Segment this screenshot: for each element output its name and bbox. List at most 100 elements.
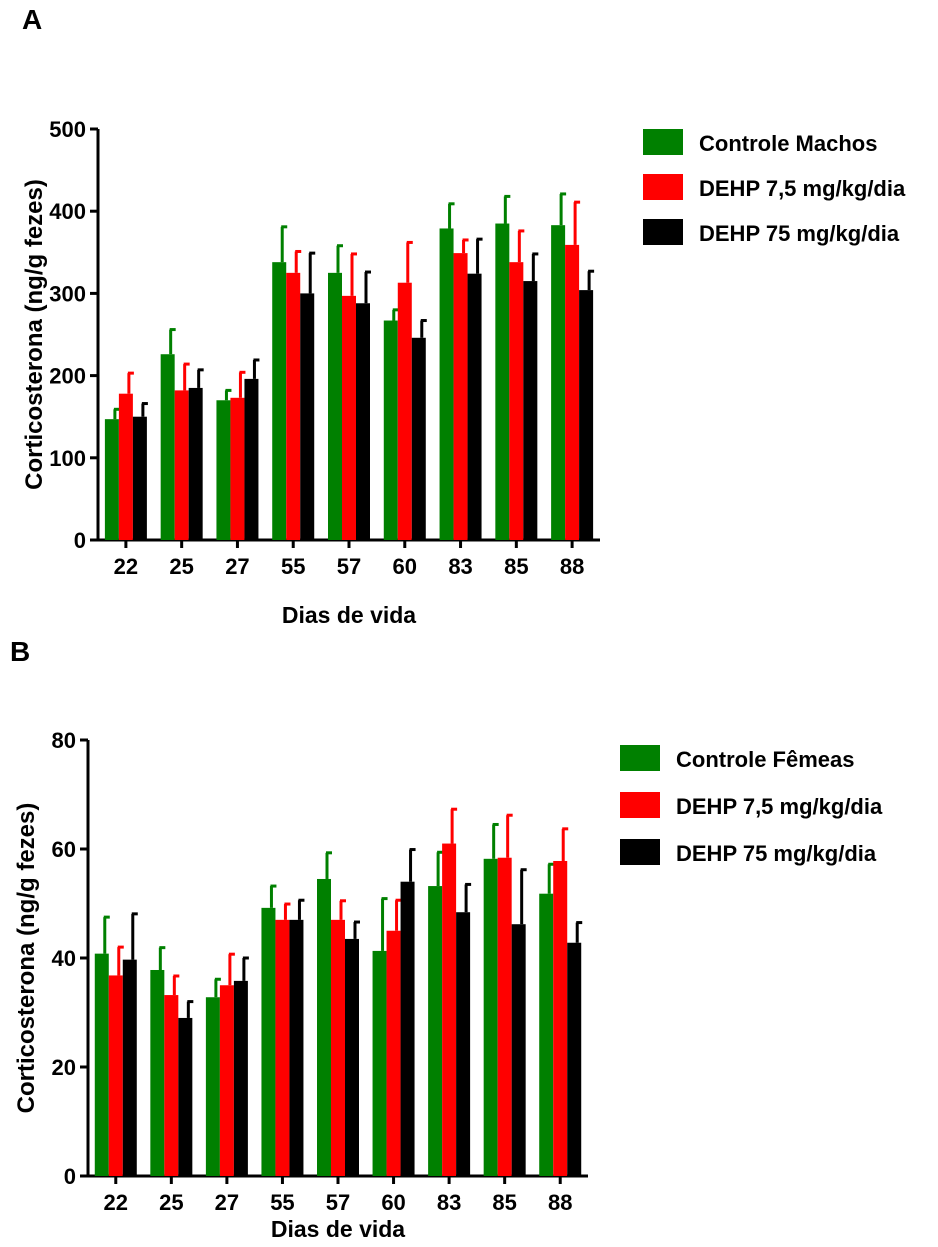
bar [553, 860, 568, 1176]
bar [230, 397, 245, 540]
bar [428, 886, 443, 1176]
x-tick-label: 55 [281, 554, 305, 579]
legend-label: DEHP 7,5 mg/kg/dia [676, 794, 883, 819]
bar [261, 907, 276, 1176]
legend-label: DEHP 7,5 mg/kg/dia [699, 176, 906, 201]
bar [467, 273, 482, 540]
bar [286, 272, 301, 540]
legend-swatch [643, 129, 683, 155]
chart-panel-a: A 0 100 200 300 400 500 22 25 27 55 57 60 83 85 88 Dias… [21, 4, 906, 628]
bar [272, 262, 287, 540]
legend-label: Controle Fêmeas [676, 747, 855, 772]
bar [219, 985, 234, 1176]
bar [567, 942, 582, 1176]
bar [94, 953, 109, 1176]
x-tick-label: 25 [159, 1190, 183, 1215]
bar [383, 320, 398, 540]
legend-label: Controle Machos [699, 131, 877, 156]
y-tick-label: 60 [52, 837, 76, 862]
y-axis-title: Corticosterona (ng/g fezes) [21, 179, 48, 490]
bar [178, 1017, 193, 1176]
y-tick-label: 500 [49, 117, 86, 142]
bar [497, 857, 512, 1176]
bar [509, 262, 524, 540]
bar [342, 295, 356, 540]
bar [551, 225, 566, 540]
bar [386, 930, 401, 1176]
legend-label: DEHP 75 mg/kg/dia [699, 221, 900, 246]
x-tick-label: 55 [270, 1190, 294, 1215]
bar [205, 997, 220, 1176]
panel-label: B [10, 636, 31, 667]
bar [397, 282, 412, 540]
bar-chart-a: 0 100 200 300 400 500 22 25 27 55 57 60 83 85 88 Dias d… [21, 117, 906, 628]
legend-swatch [643, 174, 683, 200]
y-tick-label: 0 [64, 1164, 76, 1189]
bar [439, 228, 454, 540]
bar [108, 975, 123, 1176]
bar [453, 253, 468, 540]
chart-panel-b: B 0 20 40 60 80 22 25 27 55 57 60 83 85 88 Dias de vid… [0, 630, 938, 1247]
bar [244, 378, 259, 540]
bar [345, 938, 359, 1176]
x-tick-label: 83 [448, 554, 472, 579]
bar [539, 893, 554, 1176]
bar [356, 303, 370, 540]
legend-swatch [620, 839, 660, 865]
x-tick-label: 22 [104, 1190, 128, 1215]
bar [579, 290, 594, 540]
legend-swatch [620, 745, 660, 771]
bar [317, 878, 331, 1176]
x-tick-label: 57 [326, 1190, 350, 1215]
bar [150, 969, 165, 1176]
x-tick-label: 88 [548, 1190, 572, 1215]
bar [328, 272, 342, 540]
y-tick-label: 200 [49, 364, 86, 389]
bar [300, 293, 315, 540]
bar [565, 244, 580, 541]
bar [400, 881, 415, 1176]
bar [372, 950, 387, 1176]
bar [188, 387, 203, 540]
x-axis-title: Dias de vida [282, 602, 416, 628]
x-tick-label: 85 [504, 554, 528, 579]
bar-chart-b: 0 20 40 60 80 22 25 27 55 57 60 83 85 88 Dias de vida C… [13, 728, 883, 1242]
y-tick-label: 100 [49, 446, 86, 471]
x-tick-label: 60 [393, 554, 417, 579]
bar [132, 416, 147, 540]
bar [456, 912, 471, 1176]
bar [495, 223, 510, 540]
bar [442, 843, 457, 1176]
bar [164, 995, 179, 1176]
bar [411, 337, 426, 540]
x-tick-label: 85 [492, 1190, 516, 1215]
legend-swatch [620, 792, 660, 818]
y-tick-label: 0 [74, 528, 86, 553]
bar [233, 980, 248, 1176]
y-tick-label: 20 [52, 1055, 76, 1080]
x-tick-label: 27 [225, 554, 249, 579]
bar [523, 281, 538, 540]
bar [216, 400, 231, 540]
y-tick-label: 40 [52, 946, 76, 971]
x-tick-label: 25 [169, 554, 193, 579]
bar [511, 924, 526, 1176]
y-tick-label: 400 [49, 199, 86, 224]
bar [160, 354, 175, 540]
x-tick-label: 27 [215, 1190, 239, 1215]
bar [174, 390, 189, 540]
bar [275, 919, 290, 1176]
x-axis-title: Dias de vida [271, 1216, 405, 1242]
y-tick-label: 300 [49, 281, 86, 306]
x-tick-label: 60 [381, 1190, 405, 1215]
y-axis-title: Corticosterona (ng/g fezes) [13, 803, 40, 1114]
y-tick-label: 80 [52, 728, 76, 753]
x-tick-label: 88 [560, 554, 584, 579]
legend-swatch [643, 219, 683, 245]
legend-label: DEHP 75 mg/kg/dia [676, 841, 877, 866]
x-tick-label: 83 [437, 1190, 461, 1215]
bar [104, 419, 119, 540]
bar [331, 919, 345, 1176]
panel-label: A [22, 4, 43, 35]
bar [289, 919, 304, 1176]
